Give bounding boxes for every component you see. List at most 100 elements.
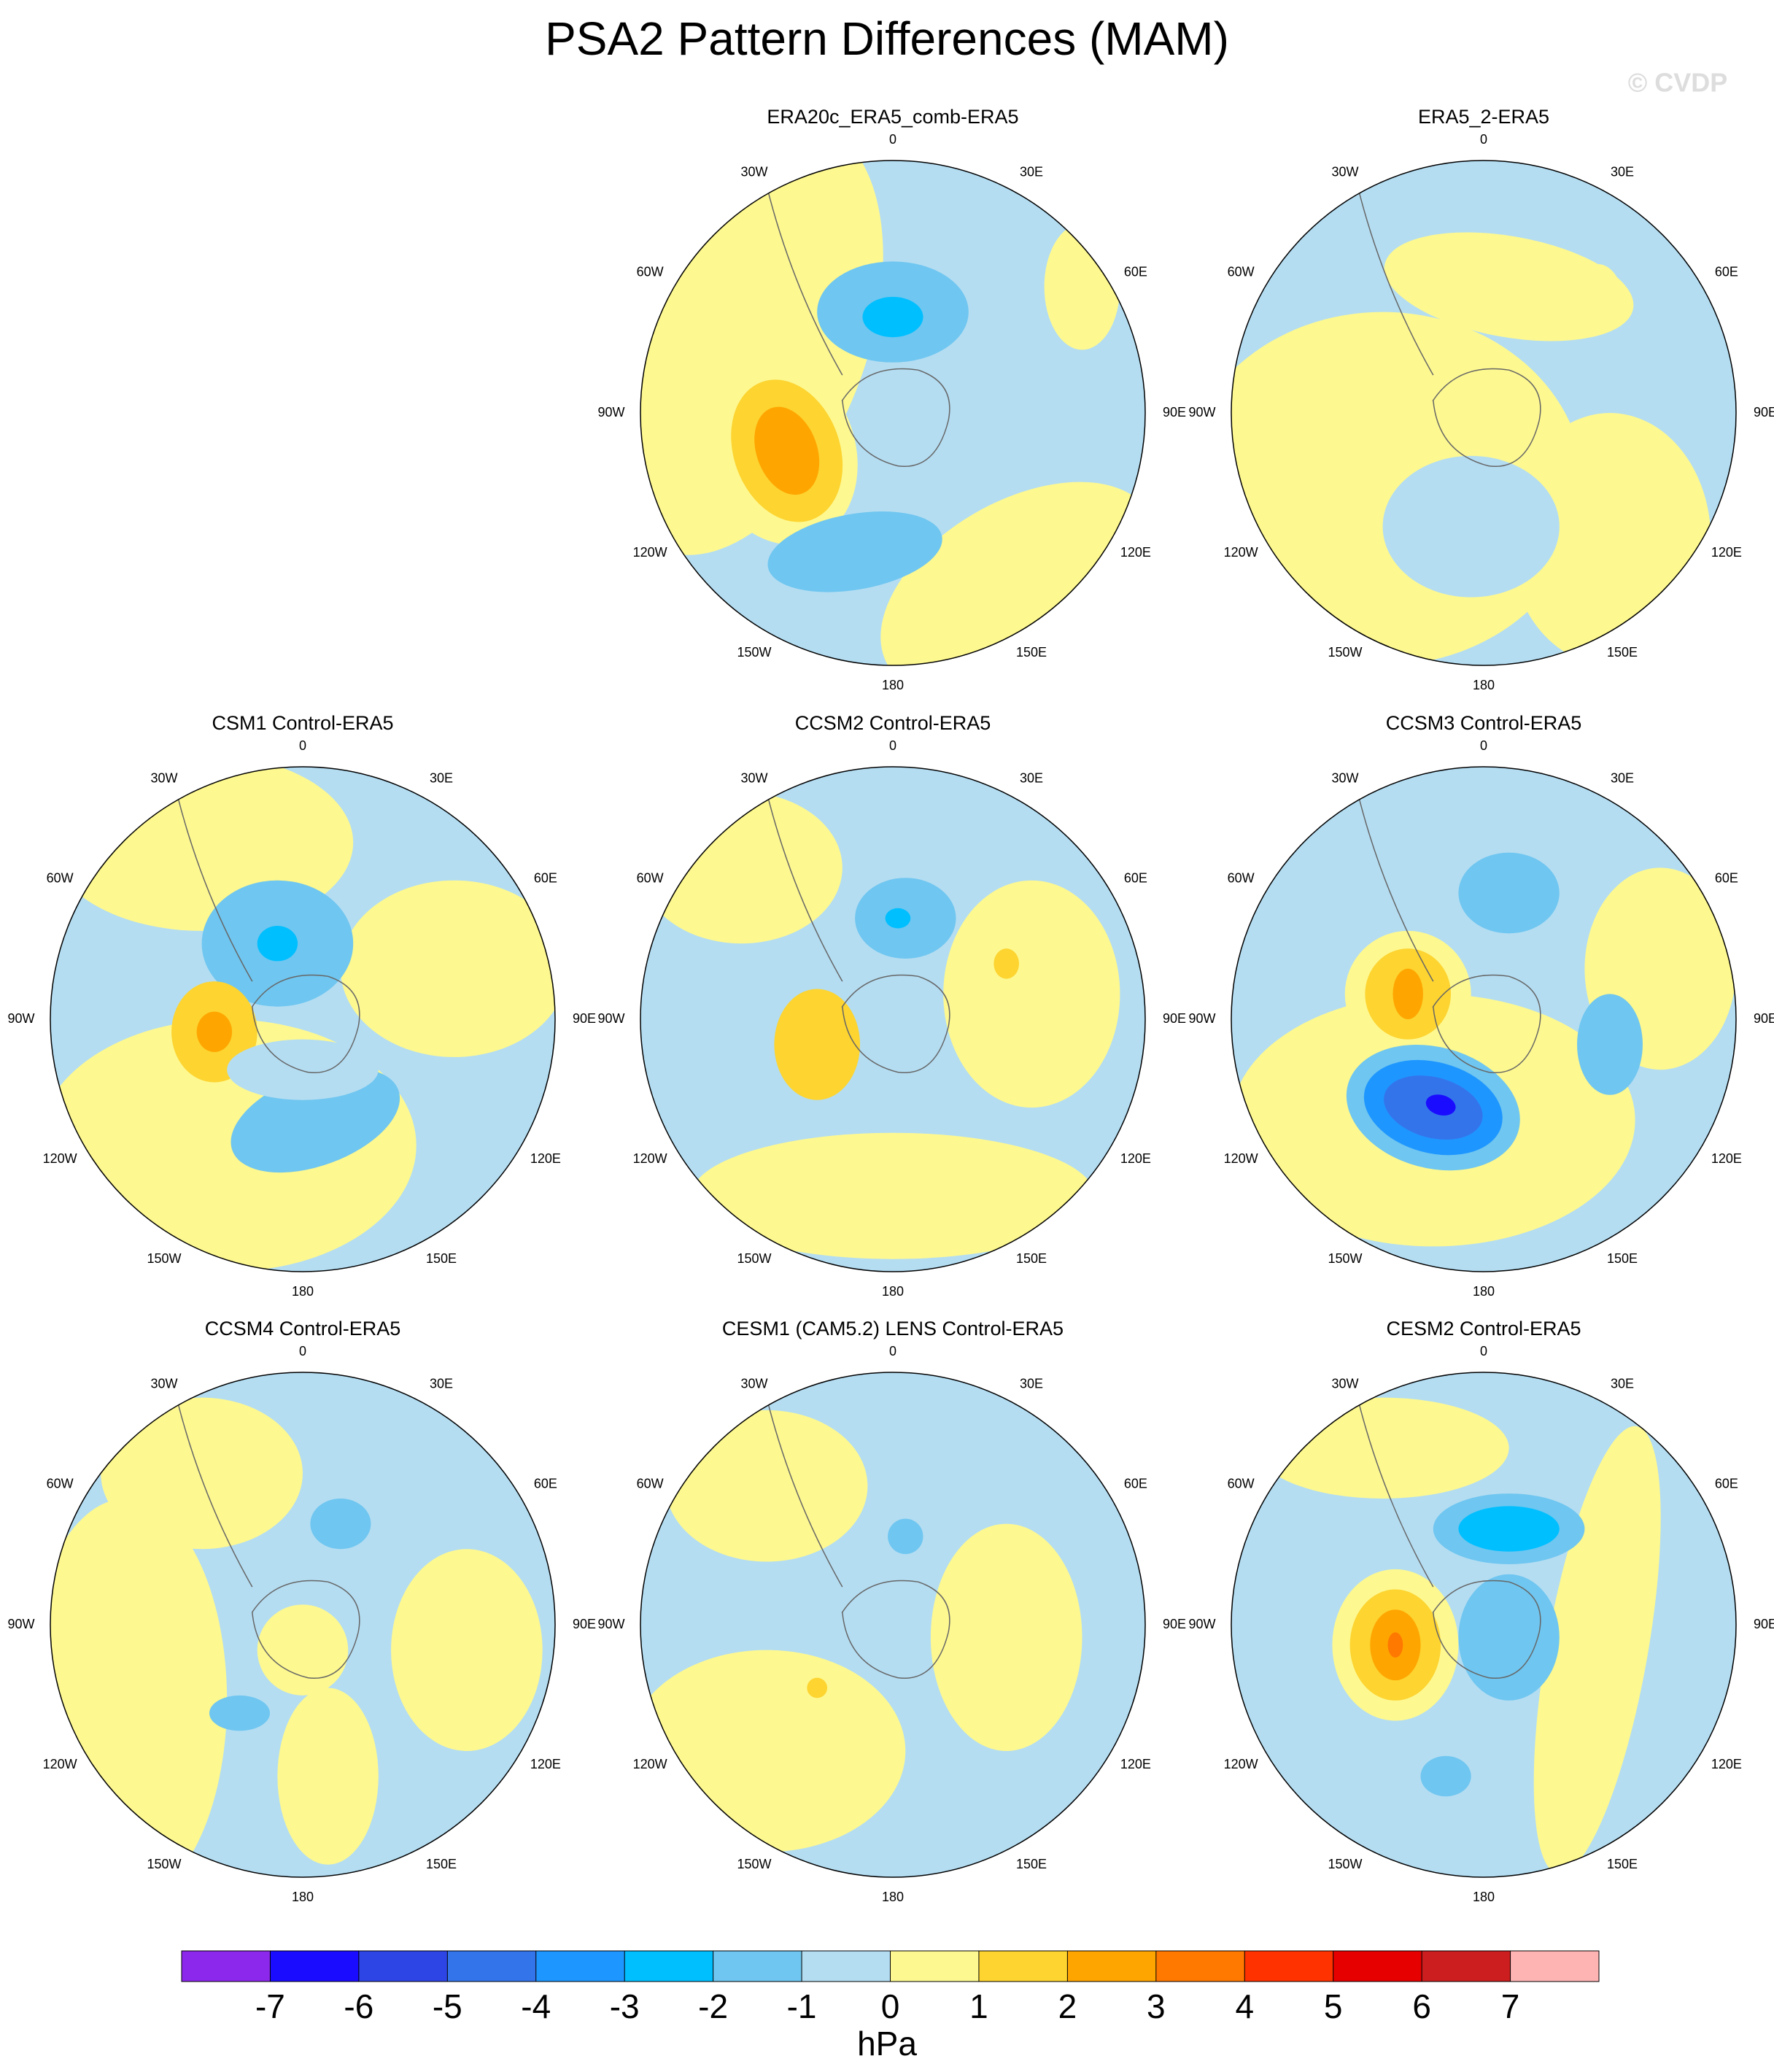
longitude-label: 30E [1020,165,1043,179]
map-panel: CSM1 Control-ERA5 0 30E 60E 90E 120E 150E 180 15… [7,712,596,1299]
contour-region [277,1688,379,1865]
longitude-label: 30E [1611,771,1634,786]
longitude-label: 0 [1480,132,1487,147]
colorbar-swatch [1422,1951,1511,1982]
contour-region [1458,852,1560,934]
longitude-label: 60E [1124,1477,1147,1491]
longitude-label: 120W [1224,1757,1258,1771]
longitude-label: 30W [740,1377,767,1391]
colorbar-swatch [535,1951,625,1982]
longitude-label: 60E [1715,265,1738,279]
colorbar-label: 2 [1058,1987,1077,2025]
longitude-label: 150W [737,645,771,660]
contour-region [1384,232,1634,341]
contour-region [391,1549,543,1752]
contour-region [101,1397,303,1550]
contour-region [943,880,1120,1108]
longitude-label: 120E [1711,545,1742,560]
longitude-label: 180 [882,678,904,692]
panel-title: CCSM3 Control-ERA5 [1386,712,1582,734]
map-panel: ERA5_2-ERA5 0 30E 60E 90E 120E 150E 180 150W 120W… [1188,106,1774,692]
contour-region [862,296,923,338]
colorbar-swatch [802,1951,891,1982]
map-border [640,160,1146,666]
longitude-label: 30E [1020,1377,1043,1391]
longitude-label: 120W [1224,1151,1258,1166]
contour-region [1382,455,1560,598]
longitude-label: 30E [1611,165,1634,179]
longitude-label: 180 [882,1890,904,1904]
map-panel: ERA20c_ERA5_comb-ERA5 0 30E 60E 90E 120E 150E 1… [597,106,1186,692]
longitude-label: 30E [1611,1377,1634,1391]
longitude-label: 60E [1124,871,1147,886]
longitude-label: 60W [1228,265,1255,279]
longitude-label: 30E [430,771,453,786]
longitude-label: 30W [150,1377,177,1391]
longitude-label: 90W [597,1011,624,1026]
coastline [766,185,950,468]
longitude-label: 90E [1754,1011,1774,1026]
longitude-label: 0 [299,1344,306,1358]
contour-region [767,511,942,592]
map-panel: CCSM4 Control-ERA5 0 30E 60E 90E 120E 150E 180 1… [7,1318,596,1904]
longitude-label: 180 [1473,678,1495,692]
panel-title: CESM2 Control-ERA5 [1386,1318,1581,1340]
longitude-label: 90W [7,1011,34,1026]
panel-title: CESM1 (CAM5.2) LENS Control-ERA5 [722,1318,1064,1340]
panel-title: CCSM2 Control-ERA5 [795,712,991,734]
longitude-label: 120W [633,545,667,560]
longitude-label: 60W [637,1477,664,1491]
colorbar-label: -7 [255,1987,285,2025]
map-field [1231,161,1736,665]
contour-region [993,948,1019,979]
colorbar-swatch [447,1951,537,1982]
longitude-label: 30W [740,165,767,179]
longitude-label: 120E [1120,545,1151,560]
panel-title: CCSM4 Control-ERA5 [205,1318,401,1340]
longitude-label: 150E [426,1251,457,1266]
longitude-label: 60W [1228,871,1255,886]
longitude-label: 60W [47,1477,74,1491]
contour-region [1044,223,1120,350]
colorbar-swatch [890,1951,980,1982]
longitude-label: 120W [633,1757,667,1771]
colorbar-swatch [1155,1951,1245,1982]
longitude-label: 30W [740,771,767,786]
longitude-label: 120E [530,1151,561,1166]
contour-region [227,1039,379,1100]
longitude-label: 60E [1124,265,1147,279]
longitude-label: 180 [1473,1890,1495,1904]
map-field [640,161,1145,665]
longitude-label: 180 [292,1284,314,1299]
colorbar-swatch [358,1951,448,1982]
map-field [50,767,555,1272]
colorbar-swatch [978,1951,1068,1982]
watermark: © CVDP [1628,68,1728,98]
longitude-label: 150W [147,1857,181,1871]
longitude-label: 0 [299,738,306,753]
colorbar-swatch [1333,1951,1422,1982]
colorbar-label: -5 [433,1987,462,2025]
colorbar-label: 5 [1324,1987,1343,2025]
longitude-label: 90W [597,405,624,420]
contour-region [930,1523,1082,1751]
contour-region [1572,263,1623,335]
contour-region [340,880,555,1057]
longitude-label: 90W [1188,405,1215,420]
contour-region [807,1677,828,1698]
map-field [1231,1372,1736,1877]
contour-region [1533,1426,1661,1874]
longitude-label: 120W [1224,545,1258,560]
longitude-label: 90W [597,1617,624,1631]
contour-region [691,1132,1095,1259]
longitude-label: 150E [1016,1857,1047,1871]
longitude-label: 60E [1715,1477,1738,1491]
map-border [1231,766,1737,1272]
longitude-label: 120W [43,1151,77,1166]
longitude-label: 60E [534,871,557,886]
longitude-label: 120E [1120,1757,1151,1771]
contour-region [754,406,820,495]
coastline [766,1397,950,1679]
contour-region [257,925,298,962]
